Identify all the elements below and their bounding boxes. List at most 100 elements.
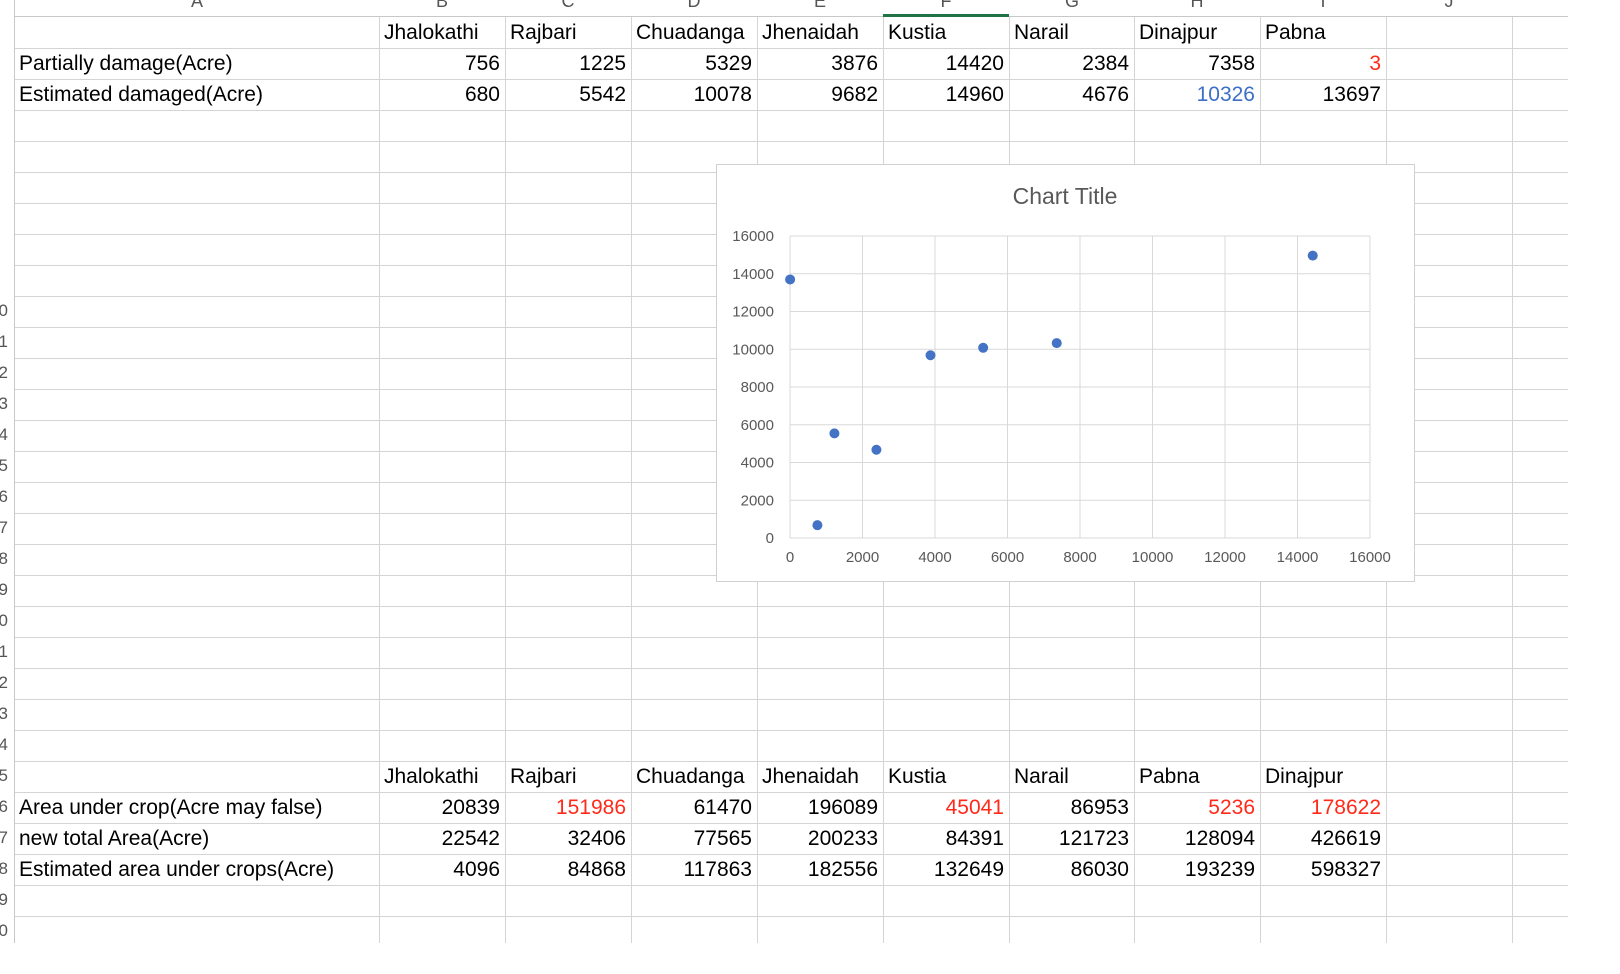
row-number[interactable]: 4 [0, 425, 8, 444]
table2-cell[interactable]: 22542 [441, 827, 500, 850]
column-header-h[interactable]: H [1190, 0, 1204, 11]
table1-cell[interactable]: 10078 [693, 83, 752, 106]
table2-header-cell[interactable]: Narail [1014, 765, 1069, 788]
table1-header-cell[interactable]: Narail [1014, 21, 1069, 44]
table1-cell[interactable]: 10326 [1196, 83, 1255, 106]
row-label-estimated-damaged[interactable]: Estimated damaged(Acre) [19, 83, 263, 106]
column-header-d[interactable]: D [687, 0, 701, 11]
row-number[interactable]: 9 [0, 580, 8, 599]
row-number[interactable]: 3 [0, 394, 8, 413]
row-number[interactable]: 1 [0, 332, 8, 351]
table2-cell[interactable]: 61470 [693, 796, 752, 819]
column-header-b[interactable]: B [435, 0, 448, 11]
table1-cell[interactable]: 14960 [945, 83, 1004, 106]
table2-cell[interactable]: 200233 [807, 827, 878, 850]
table2-cell[interactable]: 151986 [555, 796, 626, 819]
table1-cell[interactable]: 4676 [1082, 83, 1129, 106]
row-number[interactable]: 2 [0, 673, 8, 692]
table2-cell[interactable]: 86953 [1070, 796, 1129, 819]
table1-header-cell[interactable]: Chuadanga [636, 21, 745, 44]
table2-cell[interactable]: 426619 [1310, 827, 1381, 850]
table1-cell[interactable]: 3 [1369, 52, 1381, 75]
table2-cell[interactable]: 84868 [567, 858, 626, 881]
table1-cell[interactable]: 9682 [831, 83, 878, 106]
chart-x-tick-label: 14000 [1277, 549, 1319, 566]
table2-header-cell[interactable]: Rajbari [510, 765, 577, 788]
table2-cell[interactable]: 128094 [1184, 827, 1255, 850]
table1-cell[interactable]: 13697 [1322, 83, 1381, 106]
table1-cell[interactable]: 5329 [705, 52, 752, 75]
table2-cell[interactable]: 45041 [945, 796, 1004, 819]
table2-cell[interactable]: 132649 [933, 858, 1004, 881]
table2-cell[interactable]: 598327 [1310, 858, 1381, 881]
row-number[interactable]: 0 [0, 611, 8, 630]
row-number[interactable]: 2 [0, 363, 8, 382]
table2-header-cell[interactable]: Jhenaidah [762, 765, 859, 788]
table1-header-cell[interactable]: Dinajpur [1139, 21, 1218, 44]
table1-header-cell[interactable]: Jhenaidah [762, 21, 859, 44]
table2-cell[interactable]: 20839 [441, 796, 500, 819]
row-number[interactable]: 5 [0, 766, 8, 785]
table1-cell[interactable]: 680 [464, 83, 500, 106]
row-number[interactable]: 6 [0, 797, 8, 816]
row-label-new-total-area[interactable]: new total Area(Acre) [19, 827, 210, 850]
row-label-area-under-crop[interactable]: Area under crop(Acre may false) [19, 796, 323, 819]
column-header-g[interactable]: G [1064, 0, 1079, 11]
table1-cell[interactable]: 1225 [579, 52, 626, 75]
row-number[interactable]: 5 [0, 456, 8, 475]
table1-header-cell[interactable]: Rajbari [510, 21, 577, 44]
chart-y-tick-label: 4000 [741, 455, 774, 472]
scatter-chart[interactable]: 0 2000 4000 6000 8000 10000 12000 14000 16000 0 20… [716, 164, 1415, 582]
column-header-a[interactable]: A [190, 0, 203, 11]
column-header-f[interactable]: F [940, 0, 952, 11]
table1-cell[interactable]: 756 [464, 52, 500, 75]
table2-header-cell[interactable]: Jhalokathi [384, 765, 479, 788]
table2-cell[interactable]: 86030 [1070, 858, 1129, 881]
table1-cell[interactable]: 3876 [831, 52, 878, 75]
grid-line [379, 0, 380, 943]
row-number[interactable]: 9 [0, 890, 8, 909]
row-number[interactable]: 4 [0, 735, 8, 754]
row-number[interactable]: 7 [0, 828, 8, 847]
row-number[interactable]: 8 [0, 549, 8, 568]
row-number[interactable]: 3 [0, 704, 8, 723]
chart-y-tick-label: 8000 [741, 379, 774, 396]
row-number[interactable]: 8 [0, 859, 8, 878]
table2-cell[interactable]: 121723 [1058, 827, 1129, 850]
table1-cell[interactable]: 2384 [1082, 52, 1129, 75]
table1-header-cell[interactable]: Kustia [888, 21, 947, 44]
table2-cell[interactable]: 117863 [683, 858, 752, 881]
row-number[interactable]: 6 [0, 487, 8, 506]
table2-cell[interactable]: 196089 [807, 796, 878, 819]
column-header-j[interactable]: J [1444, 0, 1454, 11]
table2-cell[interactable]: 84391 [945, 827, 1004, 850]
grid-line [0, 761, 1568, 762]
table2-cell[interactable]: 182556 [807, 858, 878, 881]
table2-header-cell[interactable]: Kustia [888, 765, 947, 788]
table1-cell[interactable]: 14420 [945, 52, 1004, 75]
table1-header-cell[interactable]: Jhalokathi [384, 21, 479, 44]
spreadsheet-grid[interactable]: A B C D E F G H I J 0 1 2 3 4 5 6 7 8 9 … [0, 0, 1568, 943]
table2-cell[interactable]: 77565 [693, 827, 752, 850]
row-label-partially-damage[interactable]: Partially damage(Acre) [19, 52, 233, 75]
column-header-c[interactable]: C [561, 0, 575, 11]
table2-cell[interactable]: 32406 [567, 827, 626, 850]
row-number[interactable]: 1 [0, 642, 8, 661]
table2-header-cell[interactable]: Pabna [1139, 765, 1200, 788]
column-header-e[interactable]: E [813, 0, 826, 11]
row-number[interactable]: 0 [0, 921, 8, 940]
table2-header-cell[interactable]: Dinajpur [1265, 765, 1344, 788]
table1-cell[interactable]: 5542 [579, 83, 626, 106]
table2-cell[interactable]: 193239 [1184, 858, 1255, 881]
table1-cell[interactable]: 7358 [1208, 52, 1255, 75]
table2-cell[interactable]: 4096 [453, 858, 500, 881]
row-number[interactable]: 0 [0, 301, 8, 320]
table2-cell[interactable]: 5236 [1208, 796, 1255, 819]
column-header-i[interactable]: I [1320, 0, 1326, 11]
row-label-estimated-area-under-crops[interactable]: Estimated area under crops(Acre) [19, 858, 335, 881]
table2-header-cell[interactable]: Chuadanga [636, 765, 745, 788]
table1-header-cell[interactable]: Pabna [1265, 21, 1326, 44]
table2-cell[interactable]: 178622 [1310, 796, 1381, 819]
chart-y-tick-label: 6000 [741, 417, 774, 434]
row-number[interactable]: 7 [0, 518, 8, 537]
